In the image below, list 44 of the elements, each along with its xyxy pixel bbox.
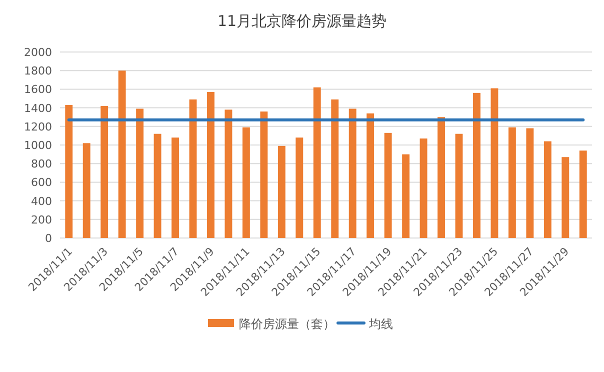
bar xyxy=(473,92,480,238)
y-tick-label: 0 xyxy=(45,232,52,245)
bar xyxy=(490,88,498,238)
bar xyxy=(331,99,339,238)
bar xyxy=(154,134,162,238)
bar xyxy=(366,113,374,238)
y-tick-label: 1000 xyxy=(24,139,52,152)
bar xyxy=(348,108,356,238)
bar xyxy=(82,143,90,238)
y-tick-label: 1600 xyxy=(24,83,52,96)
y-tick-label: 1200 xyxy=(24,120,52,134)
y-tick-label: 600 xyxy=(31,176,52,190)
bar xyxy=(508,127,516,238)
bar xyxy=(402,154,410,238)
bar xyxy=(118,70,126,238)
bar xyxy=(420,138,428,238)
bar xyxy=(207,92,214,238)
bar xyxy=(65,105,73,238)
bar xyxy=(296,138,304,238)
chart-title: 11月北京降价房源量趋势 xyxy=(217,12,387,30)
legend-label: 均线 xyxy=(368,317,393,331)
bar xyxy=(189,99,197,238)
bar xyxy=(136,108,144,238)
bar xyxy=(172,138,179,238)
legend-label: 降价房源量（套） xyxy=(239,317,335,331)
bar xyxy=(100,106,108,238)
y-tick-label: 1400 xyxy=(24,102,52,115)
bar xyxy=(242,127,250,238)
bar xyxy=(278,146,286,238)
y-tick-label: 800 xyxy=(31,158,52,171)
y-tick-label: 2000 xyxy=(24,46,52,59)
bar xyxy=(384,132,392,238)
bar xyxy=(544,141,552,238)
bar xyxy=(260,112,268,238)
bar xyxy=(526,128,534,238)
y-tick-label: 400 xyxy=(31,194,52,208)
bar xyxy=(579,150,587,238)
y-tick-label: 200 xyxy=(31,213,52,226)
bar xyxy=(455,134,463,238)
bar xyxy=(313,87,321,238)
bar xyxy=(562,157,570,238)
bar xyxy=(224,110,232,238)
bar xyxy=(438,117,445,238)
y-tick-label: 1800 xyxy=(24,64,52,78)
